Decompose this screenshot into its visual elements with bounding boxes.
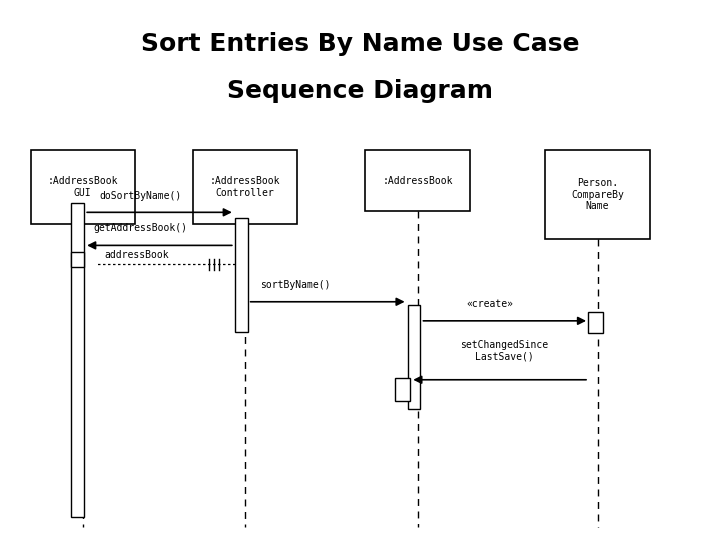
Text: addressBook: addressBook [104, 250, 169, 260]
Text: doSortByName(): doSortByName() [99, 191, 181, 201]
Bar [408, 305, 420, 409]
Text: sortByName(): sortByName() [260, 280, 330, 290]
Text: setChangedSince
LastSave(): setChangedSince LastSave() [460, 340, 548, 362]
Bar [71, 203, 84, 517]
Text: Sequence Diagram: Sequence Diagram [227, 78, 493, 103]
Text: :AddressBook
Controller: :AddressBook Controller [210, 176, 280, 198]
Bar [31, 150, 135, 224]
Bar [193, 150, 297, 224]
Text: :AddressBook
GUI: :AddressBook GUI [48, 176, 118, 198]
Text: Sort Entries By Name Use Case: Sort Entries By Name Use Case [140, 32, 580, 56]
Text: :AddressBook: :AddressBook [382, 176, 453, 186]
Bar [235, 218, 248, 332]
Text: getAddressBook(): getAddressBook() [94, 222, 187, 233]
Bar [588, 312, 603, 333]
Text: Person.
CompareBy
Name: Person. CompareBy Name [571, 178, 624, 211]
Bar [395, 378, 410, 401]
Bar [365, 150, 469, 212]
Bar [546, 150, 649, 239]
Text: «create»: «create» [466, 299, 513, 309]
Bar [71, 252, 84, 267]
